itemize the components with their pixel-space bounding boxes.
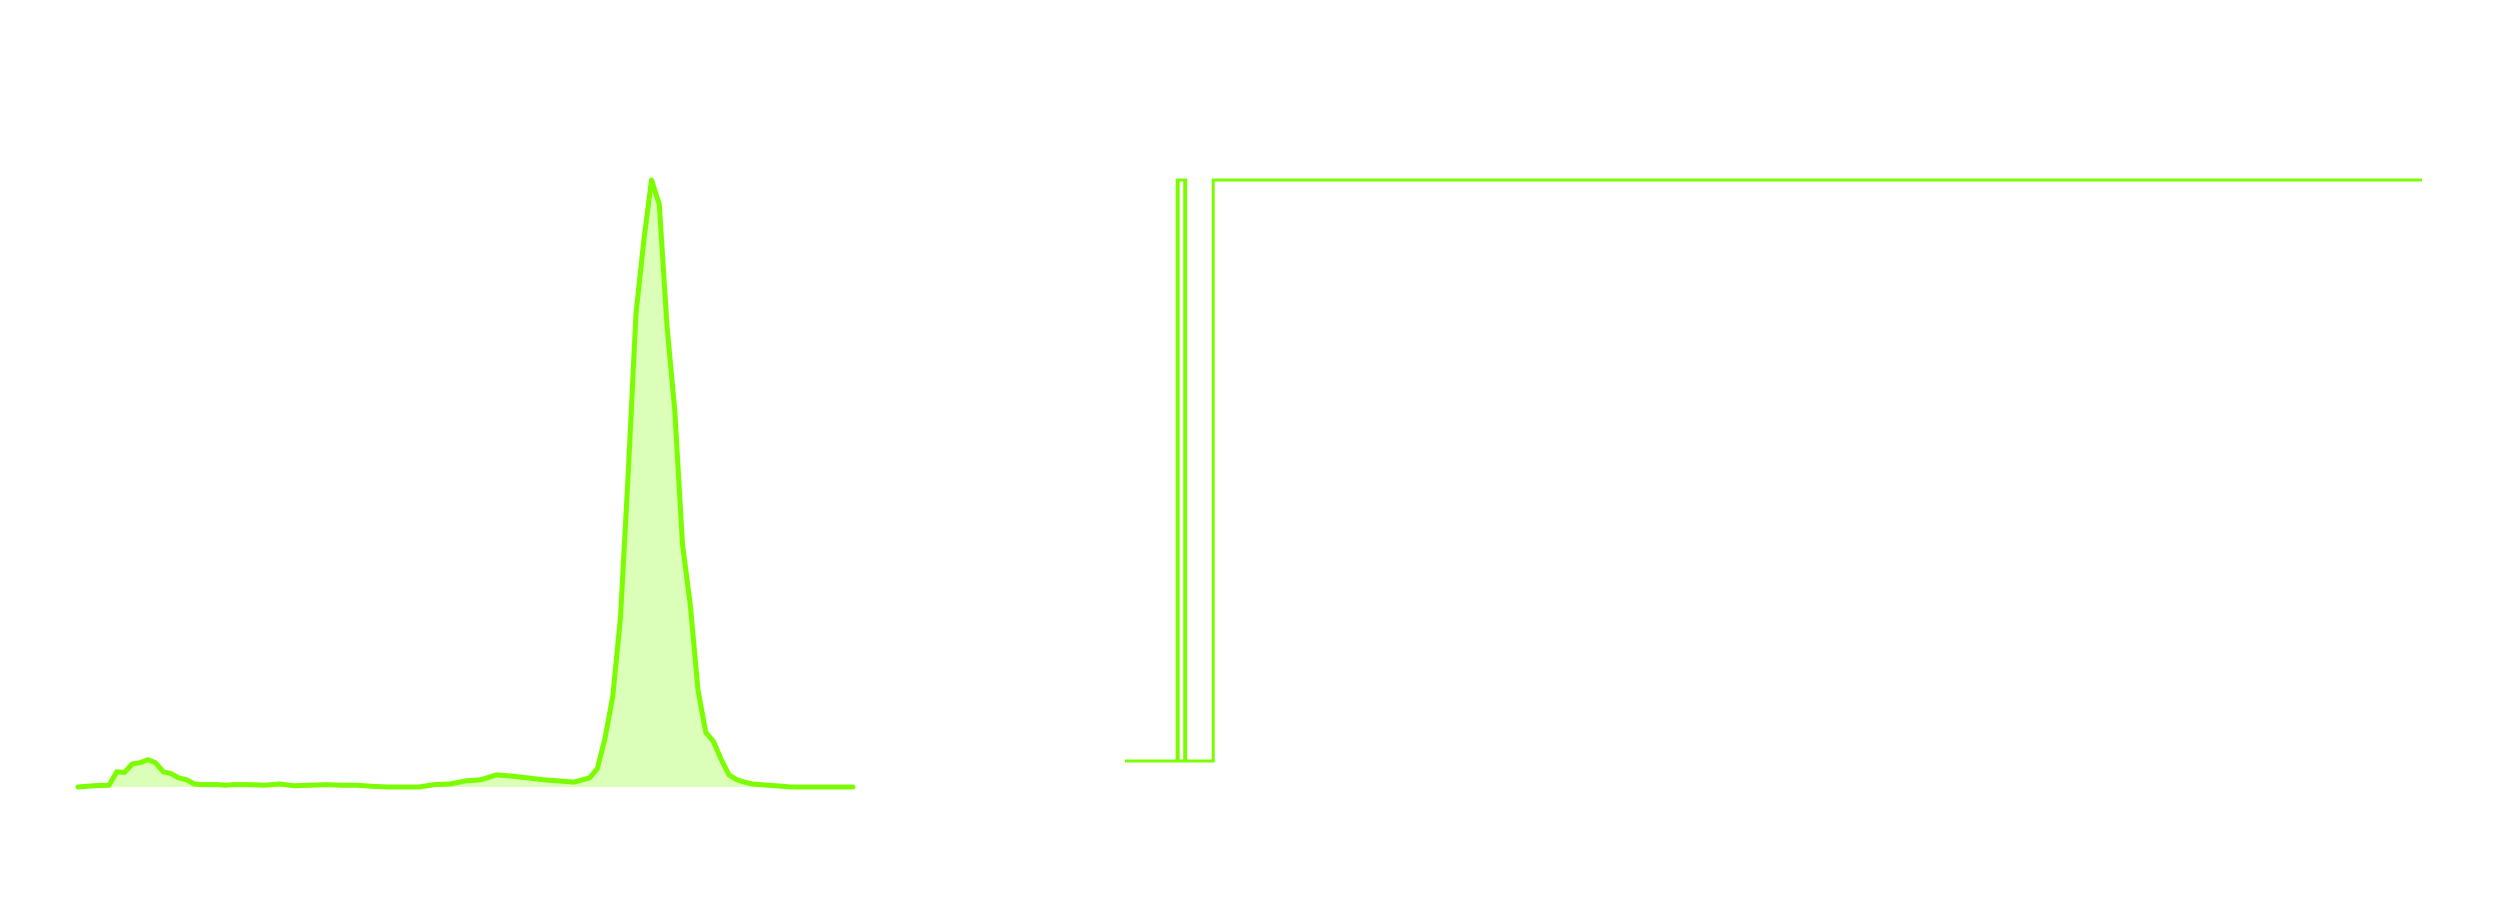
step-series-line [1125, 178, 2422, 763]
density-chart-panel [75, 177, 856, 790]
step-pulse-mark [1175, 178, 1188, 763]
density-series-line [75, 177, 856, 790]
density-area-fill [78, 180, 853, 787]
step-chart-panel [1125, 178, 2422, 763]
